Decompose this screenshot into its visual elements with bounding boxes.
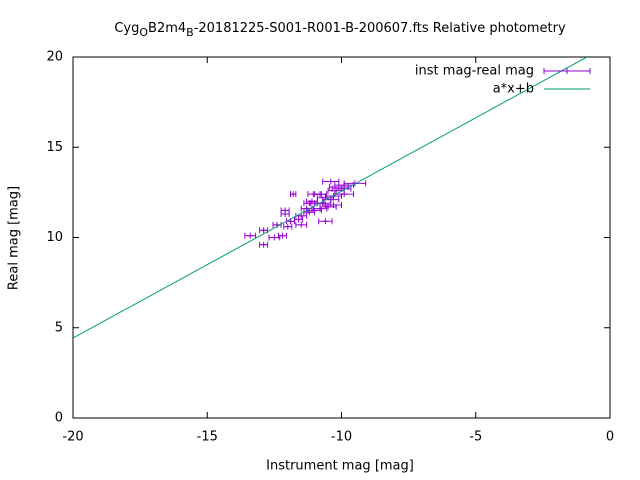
y-tick-label: 20 xyxy=(46,50,63,65)
title-subscript: B xyxy=(186,26,194,39)
error-bar-point xyxy=(280,207,290,214)
title-subscript: O xyxy=(139,26,148,39)
y-axis-label: Real mag [mag] xyxy=(7,186,22,290)
legend-label: a*x+b xyxy=(493,82,534,97)
error-bar-point xyxy=(259,227,269,234)
y-tick-label: 10 xyxy=(46,230,63,245)
error-bar-point xyxy=(295,221,308,228)
title-part: B2m4 xyxy=(148,21,186,36)
error-bar-point xyxy=(295,212,308,219)
error-bar-point xyxy=(334,191,355,198)
x-tick-label: 0 xyxy=(606,430,614,445)
x-tick-label: -20 xyxy=(62,430,83,445)
fit-line xyxy=(73,57,588,339)
error-bar-point xyxy=(314,200,332,207)
error-bar-point xyxy=(324,202,342,209)
plot-frame xyxy=(72,56,611,419)
x-tick-label: -10 xyxy=(331,430,352,445)
y-tick-label: 0 xyxy=(55,411,63,426)
title-part: -20181225-S001-R001-B-200607.fts Relativ… xyxy=(194,21,566,36)
error-bar-point xyxy=(277,232,287,239)
x-tick-label: -15 xyxy=(197,430,218,445)
x-tick-label: -5 xyxy=(469,430,482,445)
error-bar-point xyxy=(294,216,304,223)
error-bar-point xyxy=(289,191,297,198)
legend-label: inst mag-real mag xyxy=(415,64,534,79)
error-bar-point xyxy=(259,241,269,248)
error-bar-point xyxy=(244,232,257,239)
title-part: Cyg xyxy=(114,21,139,36)
chart-title: CygOB2m4B-20181225-S001-R001-B-200607.ft… xyxy=(114,21,566,40)
error-bar-point xyxy=(312,191,328,198)
error-bar-point xyxy=(318,218,333,225)
error-bar-point xyxy=(283,223,293,230)
y-tick-label: 15 xyxy=(46,140,63,155)
x-axis-label: Instrument mag [mag] xyxy=(266,459,414,474)
error-bar-point xyxy=(322,178,340,185)
y-tick-label: 5 xyxy=(55,320,63,335)
